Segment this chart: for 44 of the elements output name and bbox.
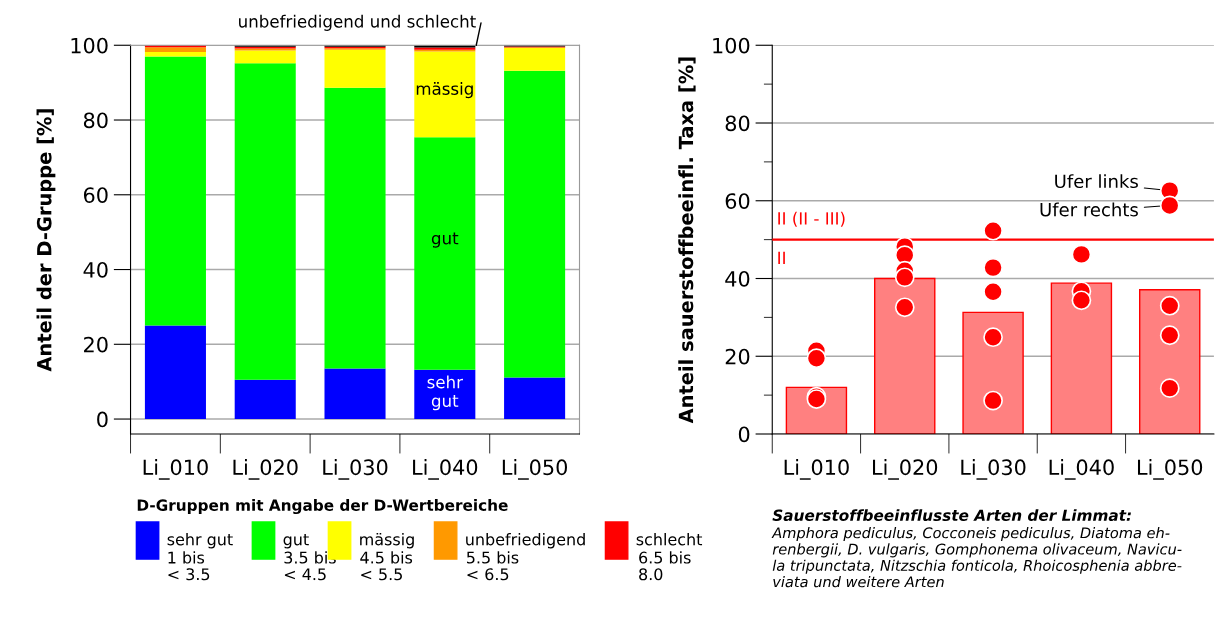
annotation: unbefriedigend und schlecht — [239, 14, 476, 31]
y-tick-label: 60 — [83, 187, 108, 203]
ref-line-label: II (II - III) — [778, 211, 845, 227]
x-tick-label: Li_010 — [143, 459, 208, 480]
legend-label: unbefriedigend — [466, 533, 585, 549]
y-axis-title: Anteil der D-Gruppe [%] — [36, 109, 56, 372]
text: Sauerstoffbeeinflusste Arten der Limmat: — [772, 509, 1131, 522]
annotation: sehr gut — [427, 375, 463, 411]
annotation: II — [778, 251, 785, 264]
y-tick-label: 40 — [725, 270, 750, 287]
y-tick-label: 80 — [83, 112, 108, 129]
y-tick-label: 100 — [713, 37, 750, 54]
x-tick-label: Li_010 — [784, 459, 849, 480]
x-tick-label: Li_020 — [233, 459, 298, 480]
x-tick-label: Li_020 — [873, 459, 938, 480]
y-axis-title: Anteil sauerstoffbeeinfl. Taxa [%] — [678, 57, 696, 424]
x-tick-label: Li_040 — [413, 459, 478, 480]
y-tick-label: 80 — [725, 115, 750, 132]
text: 4.5 bis < 5.5 — [360, 551, 413, 581]
legend-label: gut — [283, 533, 309, 549]
annotation: mässig — [416, 82, 473, 99]
annotation: Ufer links — [1055, 174, 1138, 189]
y-tick-label: 100 — [71, 37, 108, 54]
y-tick-label: 0 — [738, 426, 750, 443]
text: 5.5 bis < 6.5 — [467, 551, 519, 581]
text: Amphora pediculus, Cocconeis pediculus, Diatoma eh- renbergii, D. vulgaris, Gomphonema olivaceum, Navicu- la tripunctata, Nitzschia fonticola, Rhoicosphenia abbre- viata und weitere Arten — [771, 527, 1182, 588]
legend-label: schlecht — [636, 533, 703, 546]
text: 6.5 bis 8.0 — [639, 551, 691, 581]
y-tick-label: 20 — [84, 336, 108, 353]
x-tick-label: Li_050 — [502, 459, 568, 480]
y-tick-label: 20 — [725, 348, 750, 365]
legend-label: sehr gut — [167, 533, 233, 549]
x-tick-label: Li_040 — [1049, 459, 1114, 480]
y-tick-label: 60 — [725, 193, 750, 209]
text: 1 bis < 3.5 — [168, 551, 210, 581]
legend-title: D-Gruppen mit Angabe der D-Wertbereiche — [137, 499, 508, 514]
x-tick-label: Li_030 — [323, 459, 388, 480]
annotation: gut — [431, 232, 459, 248]
x-tick-label: Li_050 — [1137, 459, 1203, 480]
annotation: Ufer rechts — [1040, 202, 1138, 217]
x-tick-label: Li_030 — [961, 459, 1026, 480]
y-tick-label: 0 — [97, 411, 108, 428]
y-tick-label: 40 — [83, 261, 108, 278]
legend-label: mässig — [360, 533, 414, 549]
